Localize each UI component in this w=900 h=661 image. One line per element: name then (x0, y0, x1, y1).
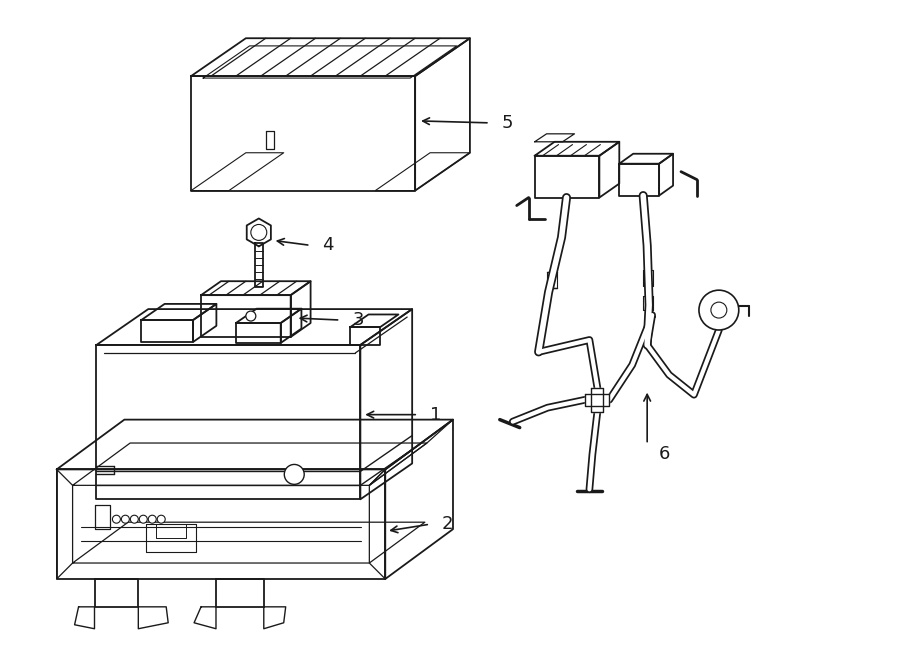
Polygon shape (194, 607, 216, 629)
Circle shape (130, 515, 139, 524)
Polygon shape (369, 420, 453, 485)
Polygon shape (644, 296, 653, 310)
Polygon shape (236, 309, 302, 323)
Polygon shape (535, 134, 574, 142)
Polygon shape (57, 469, 73, 579)
Polygon shape (191, 38, 470, 76)
Polygon shape (281, 309, 302, 343)
Polygon shape (94, 579, 139, 607)
Circle shape (699, 290, 739, 330)
Polygon shape (619, 154, 673, 164)
Polygon shape (659, 154, 673, 196)
Polygon shape (291, 281, 310, 337)
Polygon shape (591, 388, 603, 412)
Polygon shape (585, 394, 609, 406)
Polygon shape (266, 131, 274, 149)
Circle shape (251, 225, 266, 241)
Polygon shape (203, 46, 456, 78)
Circle shape (148, 515, 157, 524)
Circle shape (284, 465, 304, 485)
Polygon shape (369, 469, 385, 579)
Polygon shape (141, 304, 216, 320)
Polygon shape (157, 524, 186, 538)
Circle shape (711, 302, 727, 318)
Polygon shape (360, 309, 412, 499)
Polygon shape (216, 579, 264, 607)
Polygon shape (375, 153, 470, 190)
Polygon shape (546, 272, 556, 288)
Polygon shape (191, 76, 415, 190)
Polygon shape (644, 270, 653, 286)
Circle shape (158, 515, 166, 524)
Polygon shape (255, 243, 263, 287)
Circle shape (122, 515, 130, 524)
Polygon shape (535, 142, 619, 156)
Polygon shape (535, 156, 599, 198)
Polygon shape (96, 309, 412, 345)
Circle shape (140, 515, 148, 524)
Polygon shape (75, 607, 94, 629)
Polygon shape (236, 323, 281, 343)
Polygon shape (247, 219, 271, 247)
Text: 1: 1 (430, 406, 442, 424)
Polygon shape (141, 320, 194, 342)
Polygon shape (194, 304, 216, 342)
Text: 4: 4 (322, 237, 334, 254)
Polygon shape (94, 505, 111, 529)
Text: 3: 3 (353, 311, 364, 329)
Polygon shape (191, 153, 284, 190)
Text: 6: 6 (659, 446, 670, 463)
Polygon shape (201, 295, 291, 337)
Polygon shape (73, 443, 427, 485)
Polygon shape (73, 522, 425, 563)
Circle shape (112, 515, 121, 524)
Polygon shape (201, 281, 310, 295)
Polygon shape (599, 142, 619, 198)
Polygon shape (139, 607, 168, 629)
Polygon shape (415, 38, 470, 190)
Polygon shape (385, 420, 453, 579)
Polygon shape (57, 420, 453, 469)
Polygon shape (350, 315, 399, 327)
Text: 5: 5 (502, 114, 513, 132)
Text: 2: 2 (442, 515, 454, 533)
Polygon shape (96, 345, 360, 499)
Polygon shape (350, 327, 381, 345)
Circle shape (246, 311, 256, 321)
Polygon shape (264, 607, 285, 629)
Polygon shape (57, 469, 385, 579)
Polygon shape (147, 524, 196, 552)
Polygon shape (619, 164, 659, 196)
